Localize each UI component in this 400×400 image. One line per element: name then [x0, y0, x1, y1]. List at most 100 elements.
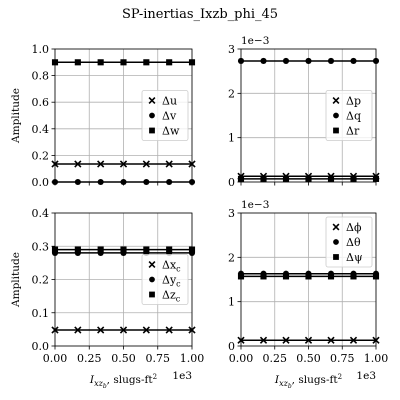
y-tick-label: 0.8: [32, 70, 50, 83]
data-point: [282, 273, 290, 280]
y-tick-label: 0.0: [32, 176, 50, 189]
data-point: [282, 175, 290, 182]
data-point: [260, 175, 267, 182]
legend-marker: [149, 291, 155, 298]
data-point: [282, 57, 290, 65]
data-point: [74, 59, 81, 66]
data-point: [119, 160, 128, 168]
x-axis-label-var: I: [274, 374, 280, 386]
data-point: [327, 175, 335, 182]
chart-top-left: 0.0 0.2 0.4 0.6 0.8 1.0 Amplitude Δu Δv Δw: [10, 43, 196, 189]
data-point: [350, 273, 357, 280]
data-point: [350, 57, 357, 65]
data-point: [259, 336, 268, 344]
data-point: [142, 160, 150, 168]
y-tick-label: 0.2: [32, 149, 50, 162]
y-tick-label: 1: [228, 132, 235, 145]
legend-marker: [333, 239, 339, 245]
data-point: [143, 59, 150, 66]
y-tick-label: 0.0: [32, 340, 50, 353]
legend-label: Δq: [346, 110, 361, 123]
data-point: [166, 59, 173, 66]
x-axis-label-subsub: b: [103, 383, 107, 390]
legend: Δϕ Δθ Δψ: [325, 216, 373, 268]
data-point: [97, 160, 105, 168]
x-axis-label-sub: xz: [94, 379, 104, 388]
x-axis-label-var: I: [89, 374, 95, 386]
legend-marker: [148, 261, 156, 268]
legend-label-sub: c: [176, 280, 181, 289]
data-point: [120, 246, 127, 253]
y-offset-label: 1e−3: [241, 35, 269, 47]
y-axis-label: Amplitude: [10, 88, 22, 144]
x-offset-label: 1e3: [172, 370, 192, 382]
legend-marker: [332, 223, 340, 231]
legend: Δp Δq Δr: [325, 90, 373, 141]
data-point: [165, 326, 173, 334]
y-tick-label: 0.4: [32, 123, 50, 136]
data-point: [142, 326, 150, 334]
chart-bottom-left: 0.00 0.25 0.50 0.75 1.00 0.0 0.1 0.2 0.3 0.4 1e3 Am…: [10, 207, 204, 390]
x-axis-label-sub: xz: [279, 379, 289, 388]
legend-label: Δθ: [346, 236, 361, 249]
x-tick-label: 0.00: [229, 352, 254, 365]
y-tick-label: 2: [228, 251, 235, 264]
data-point: [305, 57, 312, 65]
data-point: [97, 326, 105, 334]
legend-label: Δp: [346, 95, 361, 108]
x-tick-label: 0.00: [43, 352, 68, 365]
x-axis-label: Ixzb, slugs-ft2: [89, 373, 157, 390]
data-point: [74, 326, 82, 334]
x-offset-label: 1e3: [356, 370, 376, 382]
x-axis-label-sup: 2: [153, 373, 157, 381]
data-point: [166, 246, 173, 253]
y-tick-label: 2: [228, 87, 235, 100]
data-point: [260, 57, 267, 65]
y-tick-label: 0.2: [32, 274, 50, 287]
legend-label-sub: c: [176, 295, 181, 304]
x-tick-label: 0.75: [146, 352, 171, 365]
legend-label: Δr: [346, 125, 360, 138]
data-point: [327, 57, 335, 65]
legend-label: Δϕ: [346, 221, 362, 234]
legend-label: Δxc: [162, 259, 181, 274]
legend-marker: [149, 276, 155, 283]
y-tick-label: 3: [228, 43, 235, 56]
y-tick-label: 1.0: [32, 43, 50, 56]
legend-marker: [149, 127, 155, 134]
data-point: [350, 175, 357, 182]
data-point: [304, 336, 313, 344]
data-point: [165, 160, 173, 168]
legend: Δu Δv Δw: [141, 90, 189, 141]
y-tick-label: 1: [228, 296, 235, 309]
y-tick-label: 0.6: [32, 96, 50, 109]
x-tick-label: 0.50: [111, 352, 136, 365]
x-tick-label: 0.25: [77, 352, 102, 365]
x-tick-label: 0.50: [296, 352, 321, 365]
x-tick-label: 1.00: [180, 352, 205, 365]
x-axis-label: Ixzb, slugs-ft2: [274, 373, 342, 390]
legend-label: Δyc: [162, 274, 181, 289]
x-axis-label-subsub: b: [288, 383, 292, 390]
y-tick-label: 0.3: [32, 240, 50, 253]
data-point: [97, 59, 104, 66]
data-point: [119, 326, 128, 334]
legend-label: Δzc: [162, 289, 181, 304]
chart-bottom-right: 0.00 0.25 0.50 0.75 1.00 0 1 2 3 1e−3 1e3 Ixzb, slu…: [228, 199, 388, 390]
chart-top-right: 0 1 2 3 1e−3 Δp Δq Δr: [228, 35, 380, 189]
legend-label-main: Δz: [162, 289, 176, 302]
data-point: [349, 336, 358, 344]
x-tick-label: 0.75: [330, 352, 355, 365]
data-point: [97, 246, 104, 253]
legend-label: Δw: [162, 125, 180, 138]
legend-marker: [148, 97, 156, 104]
data-point: [74, 160, 82, 168]
legend-marker: [333, 127, 339, 134]
y-tick-label: 0.4: [32, 207, 50, 220]
legend-marker: [333, 254, 339, 260]
legend-label-sub: c: [176, 265, 181, 274]
data-point: [74, 246, 81, 253]
legend-marker: [333, 112, 339, 119]
